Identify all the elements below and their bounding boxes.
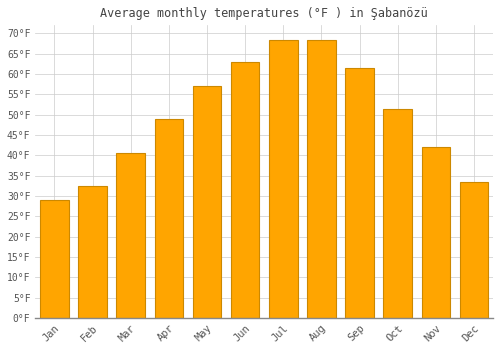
Bar xyxy=(40,200,68,318)
Bar xyxy=(422,147,450,318)
Bar xyxy=(345,68,374,318)
Bar xyxy=(384,108,412,318)
Title: Average monthly temperatures (°F ) in Şabanözü: Average monthly temperatures (°F ) in Şa… xyxy=(100,7,428,20)
Bar xyxy=(78,186,107,318)
Bar xyxy=(269,40,298,318)
Bar xyxy=(460,182,488,318)
Bar xyxy=(154,119,183,318)
Bar xyxy=(307,40,336,318)
Bar xyxy=(192,86,222,318)
Bar xyxy=(116,153,145,318)
Bar xyxy=(231,62,260,318)
